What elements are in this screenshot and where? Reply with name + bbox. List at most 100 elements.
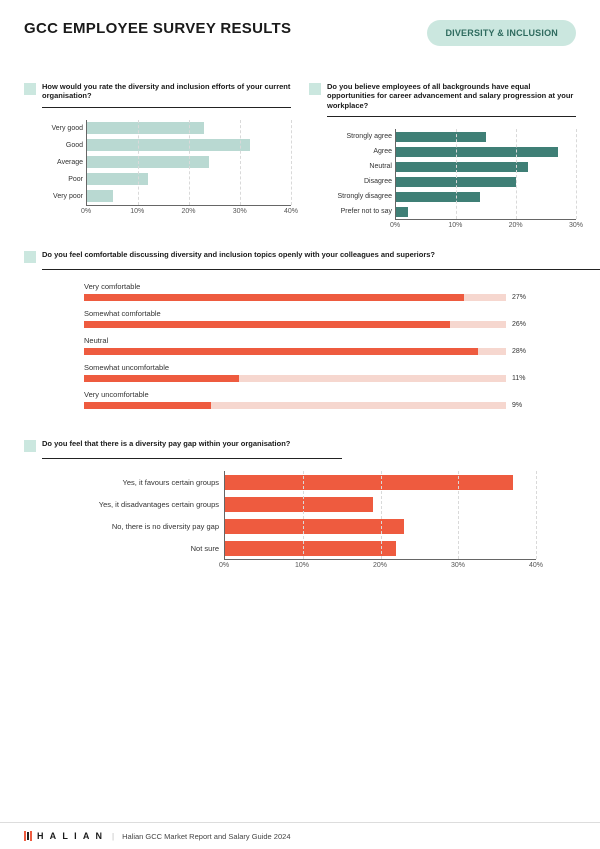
axis-tick: 30%: [233, 208, 247, 215]
bar: [225, 475, 513, 490]
bar-label: Strongly disagree: [310, 193, 392, 200]
bar-label: No, there is no diversity pay gap: [55, 522, 219, 531]
chart3-question: Do you feel comfortable discussing diver…: [42, 250, 435, 259]
brand-logo-icon: [24, 831, 32, 841]
gridline: [291, 120, 292, 205]
gridline: [303, 471, 304, 559]
gridline: [456, 129, 457, 219]
axis-tick: 30%: [451, 562, 465, 569]
progress-label: Somewhat uncomfortable: [84, 363, 536, 372]
chart1: Very goodGoodAveragePoorVery poor 0% 10% 2…: [24, 120, 291, 218]
chart2-underline: [327, 116, 576, 117]
axis-tick: 0%: [81, 208, 91, 215]
progress-track: [84, 294, 506, 301]
gridline: [240, 120, 241, 205]
bar-label: Neutral: [310, 163, 392, 170]
progress-label: Somewhat comfortable: [84, 309, 536, 318]
progress-track: [84, 402, 506, 409]
chart1-ticks: 0%10%20%30%40%: [86, 206, 291, 218]
footer-separator: |: [112, 832, 114, 841]
progress-label: Neutral: [84, 336, 536, 345]
bar: [87, 156, 209, 168]
progress-item: Very uncomfortable9%: [84, 390, 536, 409]
axis-tick: 10%: [295, 562, 309, 569]
axis-tick: 40%: [529, 562, 543, 569]
progress-track-row: 11%: [84, 375, 536, 382]
question-marker-icon: [24, 440, 36, 452]
progress-item: Somewhat uncomfortable 11%: [84, 363, 536, 382]
bar: [225, 519, 404, 534]
bar-label: Very poor: [25, 193, 83, 200]
chart1-underline: [42, 107, 291, 108]
chart1-panel: How would you rate the diversity and inc…: [24, 82, 291, 232]
progress-value: 11%: [512, 375, 536, 382]
bar-row: Disagree: [396, 174, 576, 189]
progress-track-row: 27%: [84, 294, 536, 301]
bar: [396, 132, 486, 142]
axis-tick: 0%: [390, 222, 400, 229]
chart1-question-head: How would you rate the diversity and inc…: [24, 82, 291, 101]
progress-track: [84, 375, 506, 382]
gridline: [138, 120, 139, 205]
chart3-underline: [42, 269, 600, 270]
question-marker-icon: [309, 83, 321, 95]
chart2-ticks: 0%10%20%30%: [395, 220, 576, 232]
chart4-underline: [42, 458, 342, 459]
question-marker-icon: [24, 251, 36, 263]
chart1-question: How would you rate the diversity and inc…: [42, 82, 291, 101]
chart1-axis-area: Very goodGoodAveragePoorVery poor: [86, 120, 291, 206]
bar: [87, 139, 250, 151]
progress-track-row: 26%: [84, 321, 536, 328]
bar-row: Agree: [396, 144, 576, 159]
footer-text: Halian GCC Market Report and Salary Guid…: [122, 832, 290, 841]
bar-label: Disagree: [310, 178, 392, 185]
bar: [87, 122, 204, 134]
chart2-axis-area: Strongly agreeAgreeNeutralDisagreeStrong…: [395, 129, 576, 220]
bar-row: Neutral: [396, 159, 576, 174]
progress-label: Very uncomfortable: [84, 390, 536, 399]
section-tag: DIVERSITY & INCLUSION: [427, 20, 576, 46]
progress-fill: [84, 321, 450, 328]
progress-fill: [84, 375, 239, 382]
progress-value: 27%: [512, 294, 536, 301]
chart3: Very comfortable 27% Somewhat comfortable 2…: [24, 282, 576, 409]
axis-tick: 10%: [130, 208, 144, 215]
bar-label: Poor: [25, 176, 83, 183]
bar: [396, 192, 480, 202]
bar-row: Prefer not to say: [396, 204, 576, 219]
progress-value: 26%: [512, 321, 536, 328]
chart2-question-head: Do you believe employees of all backgrou…: [309, 82, 576, 110]
bar-label: Prefer not to say: [310, 208, 392, 215]
chart4-question: Do you feel that there is a diversity pa…: [42, 439, 290, 448]
gridline: [576, 129, 577, 219]
top-chart-row: How would you rate the diversity and inc…: [0, 56, 600, 232]
axis-tick: 20%: [509, 222, 523, 229]
bar: [225, 497, 373, 512]
axis-tick: 30%: [569, 222, 583, 229]
bar: [87, 173, 148, 185]
axis-tick: 20%: [181, 208, 195, 215]
axis-tick: 10%: [448, 222, 462, 229]
bar: [87, 190, 113, 202]
brand-logo: H A L I A N: [24, 831, 104, 841]
gridline: [516, 129, 517, 219]
progress-item: Very comfortable 27%: [84, 282, 536, 301]
gridline: [536, 471, 537, 559]
bar-label: Good: [25, 142, 83, 149]
page-title: GCC EMPLOYEE SURVEY RESULTS: [24, 20, 291, 37]
brand-name: H A L I A N: [37, 831, 104, 841]
gridline: [458, 471, 459, 559]
question-marker-icon: [24, 83, 36, 95]
bar-label: Yes, it disadvantages certain groups: [55, 500, 219, 509]
bar-label: Yes, it favours certain groups: [55, 478, 219, 487]
gridline: [381, 471, 382, 559]
progress-label: Very comfortable: [84, 282, 536, 291]
progress-fill: [84, 294, 464, 301]
chart2: Strongly agreeAgreeNeutralDisagreeStrong…: [309, 129, 576, 232]
page-header: GCC EMPLOYEE SURVEY RESULTS DIVERSITY & …: [0, 0, 600, 56]
progress-value: 28%: [512, 348, 536, 355]
progress-track: [84, 348, 506, 355]
bar-row: Strongly agree: [396, 129, 576, 144]
progress-item: Somewhat comfortable 26%: [84, 309, 536, 328]
chart3-question-head: Do you feel comfortable discussing diver…: [24, 250, 576, 263]
